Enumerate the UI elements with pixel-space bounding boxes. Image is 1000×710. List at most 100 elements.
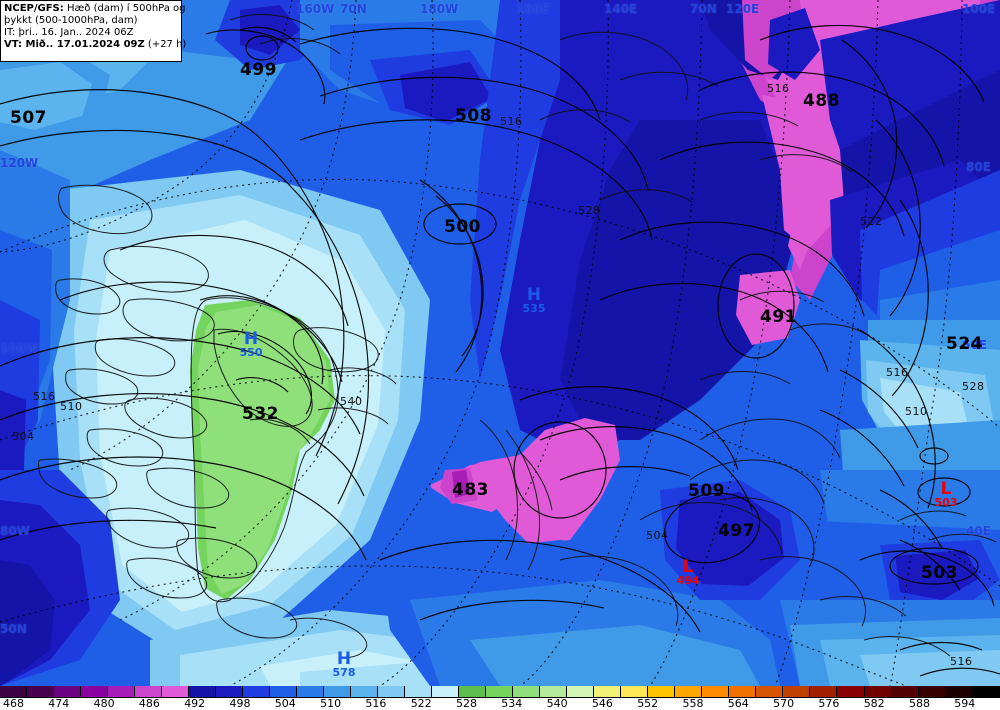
colorbar-swatch	[756, 686, 784, 698]
graticule-label: 160W	[296, 2, 335, 16]
thickness-colorbar[interactable]: 468 474 480 486 492 498 504 510 516 522 528 534 540 5…	[0, 686, 1000, 709]
contour-label: 510	[60, 400, 83, 413]
colorbar-tick: 468	[3, 697, 24, 710]
high-centre-marker: H 578	[330, 649, 358, 679]
colorbar-swatch	[972, 686, 1000, 698]
map-canvas[interactable]: 160W 70N 180W 160E 140E 70N 120E 100E 120W 100W 80…	[0, 0, 1000, 686]
colorbar-tick: 558	[682, 697, 704, 710]
colorbar-swatch	[189, 686, 217, 698]
contour-label: 516	[886, 366, 909, 379]
colorbar-swatch	[621, 686, 649, 698]
graticule-label: 140E	[604, 2, 638, 16]
colorbar-swatch	[297, 686, 325, 698]
height-label: 507	[10, 108, 47, 128]
colorbar-swatch	[0, 686, 28, 698]
height-contours	[0, 24, 1000, 677]
colorbar-tick-labels: 468 474 480 486 492 498 504 510 516 522 528 534 540 5…	[0, 698, 1000, 709]
info-line-1: NCEP/GFS: Hæð (dam) í 500hPa og	[4, 3, 186, 15]
colorbar-swatch	[891, 686, 919, 698]
colorbar-tick: 570	[773, 697, 795, 710]
info-valid-time: VT: Mið.. 17.01.2024 09Z	[4, 39, 145, 50]
graticule-label: 50N	[0, 622, 27, 636]
contour-label: 504	[646, 529, 669, 542]
colorbar-swatch	[54, 686, 82, 698]
colorbar-tick: 516	[365, 697, 387, 710]
colorbar-swatch	[945, 686, 973, 698]
colorbar-swatch	[459, 686, 487, 698]
colorbar-tick: 480	[93, 697, 115, 710]
colorbar-swatch	[108, 686, 136, 698]
colorbar-swatch	[783, 686, 811, 698]
graticule-label: 80W	[0, 524, 30, 538]
graticule-label: 70N	[340, 2, 367, 16]
graticule-label: 120E	[726, 2, 760, 16]
colorbar-tick: 534	[501, 697, 523, 710]
graticule-label: 120W	[0, 156, 39, 170]
colorbar-swatch	[378, 686, 406, 698]
high-value: 578	[332, 666, 356, 679]
graticule-label: 160E	[516, 2, 550, 16]
graticule-lines	[0, 0, 1000, 686]
colorbar-swatch	[351, 686, 379, 698]
colorbar-swatch	[405, 686, 433, 698]
info-line-2: þykkt (500-1000hPa, dam)	[4, 15, 138, 26]
low-centre-marker: L 494	[674, 559, 702, 587]
height-label: 497	[718, 521, 755, 541]
contour-label: 528	[578, 204, 601, 217]
high-letter: H	[336, 649, 352, 669]
colorbar-swatch	[486, 686, 514, 698]
contour-label: 516	[767, 82, 790, 95]
colorbar-tick: 546	[591, 697, 613, 710]
low-centre-marker: L 503	[932, 479, 960, 509]
high-centre-marker: H 535	[520, 285, 548, 315]
colorbar-baseline	[0, 697, 1000, 698]
colorbar-tick: 486	[138, 697, 160, 710]
height-label: 503	[921, 563, 958, 583]
contour-label: 540	[340, 395, 363, 408]
colorbar-swatch	[270, 686, 298, 698]
height-label: 483	[452, 480, 489, 500]
low-value: 503	[934, 496, 958, 509]
graticule-label: 80E	[966, 160, 991, 174]
colorbar-swatch	[135, 686, 163, 698]
contour-label: 510	[905, 405, 928, 418]
colorbar-tick: 540	[546, 697, 568, 710]
height-label: 508	[455, 106, 492, 126]
high-value: 550	[239, 346, 263, 359]
contour-label: 522	[860, 215, 883, 228]
graticule-label: 60E	[962, 338, 987, 352]
graticule-label: 100W	[0, 342, 39, 356]
info-line-4: VT: Mið.. 17.01.2024 09Z (+27 h)	[4, 39, 186, 51]
colorbar-tick: 498	[229, 697, 251, 710]
colorbar-tick: 528	[456, 697, 477, 710]
info-line-1-text: Hæð (dam) í 500hPa og	[63, 3, 186, 14]
colorbar-swatch	[324, 686, 352, 698]
colorbar-tick: 522	[410, 697, 432, 710]
colorbar-swatches	[0, 686, 1000, 698]
colorbar-swatch	[864, 686, 892, 698]
colorbar-tick: 504	[274, 697, 296, 710]
colorbar-tick: 510	[320, 697, 342, 710]
graticule-label: 40E	[966, 524, 991, 538]
height-label: 524	[946, 334, 983, 354]
colorbar-tick: 492	[184, 697, 206, 710]
low-letter: L	[940, 479, 952, 499]
height-label: 499	[240, 60, 277, 80]
info-init-time: IT: þri.. 16. Jan.. 2024 06Z	[4, 27, 134, 38]
model-name: NCEP/GFS:	[4, 3, 64, 14]
colorbar-swatch	[837, 686, 865, 698]
closed-contours	[245, 35, 979, 585]
model-info-box: NCEP/GFS: Hæð (dam) í 500hPa og þykkt (5…	[0, 0, 186, 62]
colorbar-swatch	[918, 686, 946, 698]
colorbar-swatch	[540, 686, 568, 698]
height-label: 532	[242, 404, 279, 424]
map-svg	[0, 0, 1000, 686]
high-letter: H	[526, 285, 542, 305]
height-label: 500	[444, 217, 481, 237]
contour-label: 516	[33, 390, 56, 403]
colorbar-swatch	[567, 686, 595, 698]
colorbar-swatch	[675, 686, 703, 698]
colorbar-swatch	[243, 686, 271, 698]
contour-label: 504	[12, 430, 35, 443]
